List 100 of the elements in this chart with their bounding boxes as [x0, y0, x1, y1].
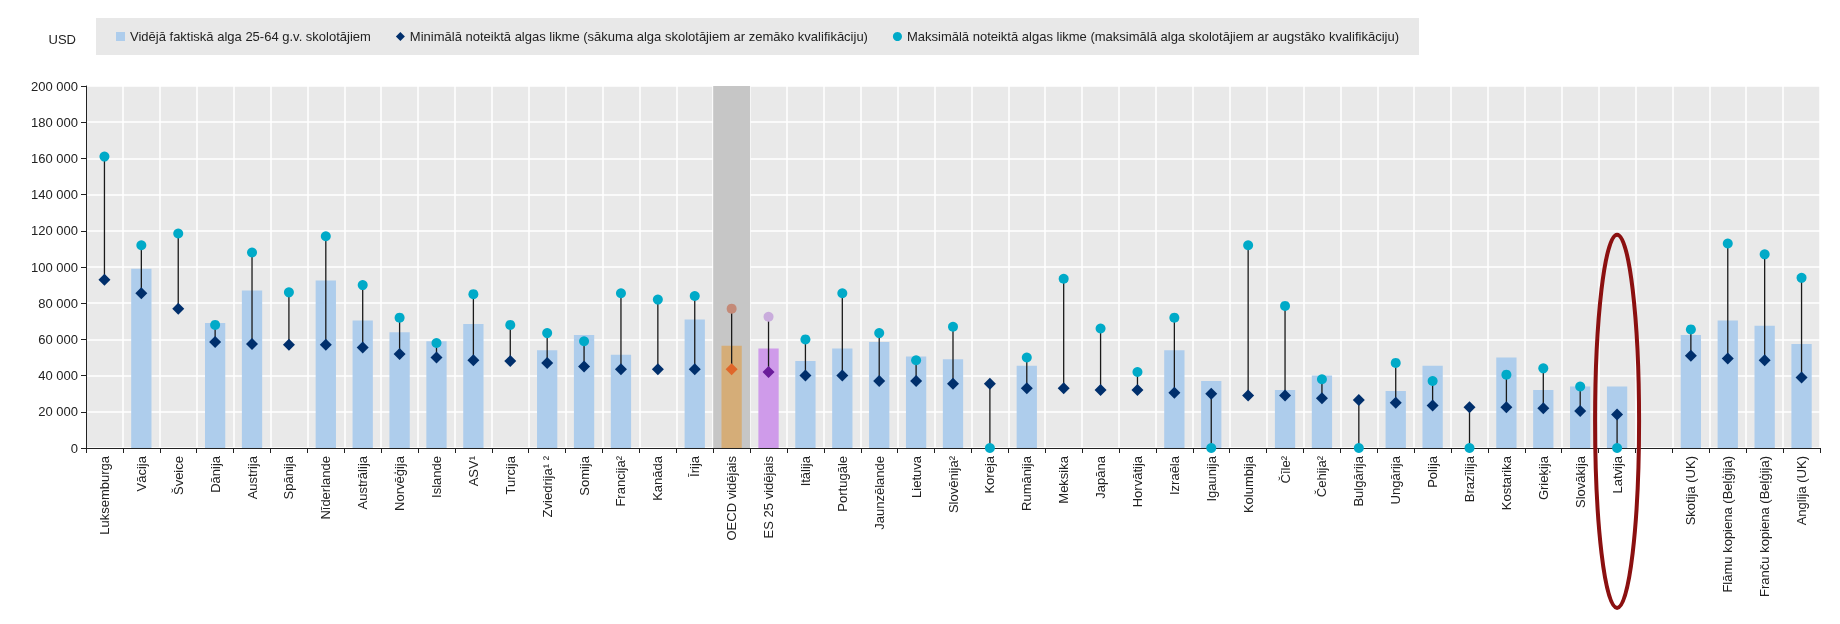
- x-tick-label: Japāna: [1093, 455, 1109, 499]
- point: [1353, 443, 1364, 453]
- x-tick-label: Slovēnija²: [945, 455, 961, 514]
- bar: [1164, 350, 1185, 448]
- point: [836, 369, 849, 382]
- x-tick-label: Austrija: [244, 455, 260, 500]
- x-tick-label: Lietuva: [908, 455, 924, 498]
- bar: [795, 361, 816, 448]
- point: [1094, 384, 1107, 397]
- bar: [315, 280, 336, 448]
- point: [393, 347, 406, 360]
- bar: [1570, 386, 1591, 448]
- x-tick-label: ES 25 vidējais: [761, 455, 777, 539]
- x-tick-label: Grieķija: [1535, 455, 1551, 501]
- bar: [426, 341, 447, 448]
- bar: [684, 319, 705, 448]
- point: [1390, 357, 1401, 368]
- x-tick-label: Spānija: [281, 455, 297, 500]
- point: [579, 336, 590, 347]
- x-tick-label: Luksemburga: [96, 455, 112, 535]
- point: [725, 363, 738, 376]
- bar: [573, 334, 595, 448]
- x-tick-label: Flāmu kopiena (Beļģija): [1720, 456, 1736, 593]
- point: [1538, 363, 1549, 374]
- x-tick-label: Izraēla: [1166, 455, 1182, 496]
- x-tick-label: Igaunija: [1203, 455, 1219, 502]
- y-tick-label: 180 000: [31, 114, 78, 130]
- bar: [1533, 390, 1554, 448]
- point: [689, 290, 700, 301]
- point: [910, 375, 923, 388]
- y-tick-label: 160 000: [31, 150, 78, 166]
- legend-label: Maksimālā noteiktā algas likme (maksimālā alga skolotājiem ar augstāko kvalifikāciju): [906, 29, 1399, 44]
- bar: [463, 324, 484, 448]
- x-tick-label: Īrija: [687, 455, 703, 477]
- point: [1021, 352, 1032, 363]
- x-tick-label: Dānija: [207, 455, 223, 493]
- y-tick-label: 200 000: [31, 78, 78, 94]
- point: [1315, 392, 1328, 405]
- point: [1389, 396, 1402, 409]
- y-tick-label: 100 000: [31, 259, 78, 275]
- point: [983, 377, 996, 390]
- x-tick-label: Kostarika: [1498, 455, 1514, 511]
- x-tick-label: Bulgārija: [1351, 455, 1367, 507]
- bar: [131, 268, 152, 448]
- x-tick-label: Ungārija: [1388, 455, 1404, 505]
- point: [1280, 300, 1291, 311]
- x-tick-label: Francija²: [613, 455, 629, 507]
- point: [1501, 369, 1512, 380]
- x-tick-label: Austrālija: [355, 455, 371, 510]
- point: [1500, 401, 1513, 414]
- point: [762, 365, 775, 378]
- bar: [241, 290, 263, 448]
- point: [688, 363, 701, 376]
- bar: [1680, 334, 1702, 448]
- point: [911, 355, 922, 366]
- point: [247, 247, 258, 258]
- y-tick-label: 0: [70, 440, 78, 456]
- x-tick-label: Islande: [428, 456, 444, 498]
- point: [1427, 376, 1438, 387]
- point: [1463, 401, 1476, 414]
- y-tick-label: 120 000: [31, 223, 78, 239]
- point: [1205, 387, 1218, 400]
- point: [1758, 354, 1771, 367]
- bar: [352, 320, 373, 448]
- point: [873, 375, 886, 388]
- point: [172, 302, 185, 315]
- point: [874, 328, 885, 339]
- x-tick-label: Meksika: [1056, 455, 1072, 504]
- point: [99, 151, 110, 162]
- point: [173, 228, 184, 239]
- y-axis-title: USD: [48, 32, 76, 47]
- point: [467, 354, 480, 367]
- x-tick-label: Čehija²: [1314, 455, 1330, 498]
- point: [1612, 443, 1623, 453]
- point: [1795, 371, 1808, 384]
- x-tick-label: Polija: [1425, 455, 1441, 488]
- x-tick-label: Turcija: [502, 455, 518, 495]
- point: [394, 312, 405, 323]
- point: [799, 369, 812, 382]
- bar: [1717, 320, 1738, 448]
- point: [800, 334, 811, 345]
- bar: [1274, 390, 1296, 448]
- point: [505, 319, 516, 330]
- point: [1206, 443, 1217, 453]
- point: [1575, 381, 1586, 392]
- point: [1168, 386, 1181, 399]
- y-tick-label: 40 000: [38, 368, 78, 384]
- point: [542, 328, 553, 339]
- point: [1796, 272, 1807, 283]
- x-tick-label: Latvija: [1609, 455, 1625, 494]
- legend-label: Minimālā noteiktā algas likme (sākuma alga skolotājiem ar zemāko kvalifikāciju): [409, 29, 868, 44]
- point: [430, 351, 443, 364]
- x-tick-label: Kanāda: [650, 455, 666, 501]
- bar: [204, 323, 226, 448]
- point: [614, 363, 627, 376]
- bar: [942, 359, 964, 448]
- x-tick-label: Jaunzēlande: [871, 456, 887, 530]
- bar: [721, 345, 742, 448]
- y-tick-label: 140 000: [31, 187, 78, 203]
- point: [578, 360, 591, 373]
